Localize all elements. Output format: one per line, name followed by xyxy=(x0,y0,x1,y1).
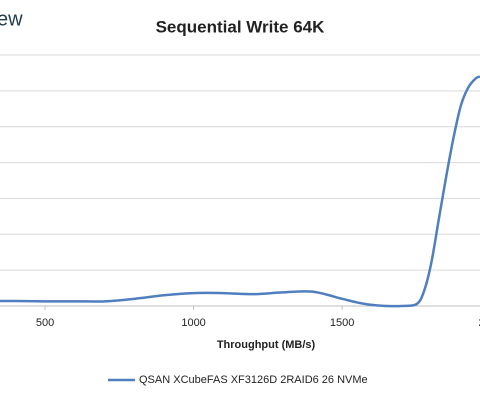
x-tick-label: 500 xyxy=(36,317,54,329)
x-tick-label: 1500 xyxy=(330,317,354,329)
chart-title: Sequential Write 64K xyxy=(156,17,326,36)
x-tick-label: 1000 xyxy=(181,317,205,329)
x-tick-label: 2000 xyxy=(478,317,480,329)
legend-label: QSAN XCubeFAS XF3126D 2RAID6 26 NVMe xyxy=(139,374,368,386)
line-series xyxy=(0,75,480,308)
logo: ew xyxy=(0,8,23,30)
x-axis-label: Throughput (MB/s) xyxy=(217,339,316,351)
